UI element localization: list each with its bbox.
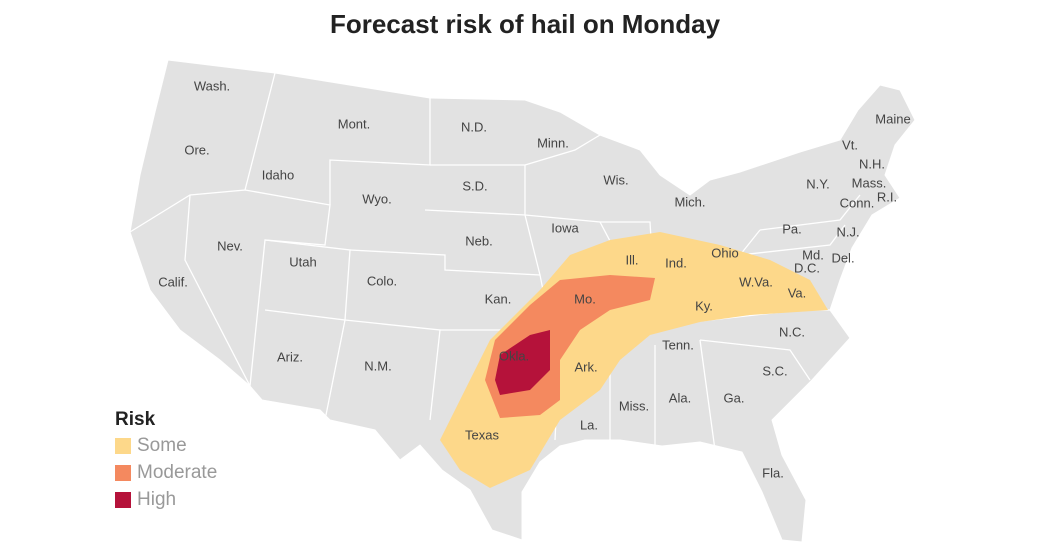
- state-label: R.I.: [877, 189, 897, 204]
- state-label: Pa.: [782, 221, 802, 236]
- state-label: Ill.: [626, 252, 639, 267]
- state-label: D.C.: [794, 260, 820, 275]
- state-label: Ark.: [574, 359, 597, 374]
- state-label: Utah: [289, 254, 316, 269]
- state-label: W.Va.: [739, 274, 773, 289]
- legend-label: High: [137, 489, 176, 510]
- state-label: Ariz.: [277, 349, 303, 364]
- legend-swatch: [115, 438, 131, 454]
- state-label: Texas: [465, 427, 499, 442]
- title: Forecast risk of hail on Monday: [330, 9, 721, 39]
- state-label: N.M.: [364, 358, 391, 373]
- state-label: Md.: [802, 247, 824, 262]
- state-label: N.C.: [779, 324, 805, 339]
- risk-zones: [440, 232, 828, 488]
- state-label: Ky.: [695, 298, 713, 313]
- state-label: Minn.: [537, 135, 569, 150]
- state-label: Kan.: [485, 291, 512, 306]
- state-label: Colo.: [367, 273, 397, 288]
- legend-swatch: [115, 492, 131, 508]
- state-label: Ore.: [184, 142, 209, 157]
- state-label: Fla.: [762, 465, 784, 480]
- legend: Risk Some Moderate High: [115, 409, 217, 510]
- state-label: Vt.: [842, 137, 858, 152]
- state-label: Va.: [788, 285, 807, 300]
- state-label: Nev.: [217, 238, 243, 253]
- state-label: Mo.: [574, 291, 596, 306]
- state-label: Tenn.: [662, 337, 694, 352]
- state-label: Mich.: [674, 194, 705, 209]
- state-label: Neb.: [465, 233, 492, 248]
- legend-title: Risk: [115, 409, 156, 430]
- state-label: Del.: [831, 250, 854, 265]
- us-outline: [129, 59, 916, 543]
- state-label: N.D.: [461, 119, 487, 134]
- state-label: S.C.: [762, 363, 787, 378]
- state-label: Maine: [875, 111, 910, 126]
- risk-high: [495, 330, 550, 395]
- state-label: S.D.: [462, 178, 487, 193]
- state-label: Conn.: [840, 195, 875, 210]
- state-label: N.Y.: [806, 176, 830, 191]
- state-label: Mass.: [852, 175, 887, 190]
- state-label: N.J.: [836, 224, 859, 239]
- state-labels: Wash. Ore. Calif. Idaho Nev. Mont. Wyo. …: [158, 78, 911, 480]
- state-label: Ind.: [665, 255, 687, 270]
- state-label: Wyo.: [362, 191, 392, 206]
- state-label: Wis.: [603, 172, 628, 187]
- state-label: Calif.: [158, 274, 188, 289]
- legend-swatch: [115, 465, 131, 481]
- state-label: Miss.: [619, 398, 649, 413]
- state-label: Ohio: [711, 245, 738, 260]
- state-label: Okla.: [499, 348, 529, 363]
- risk-some: [440, 232, 828, 488]
- state-label: Wash.: [194, 78, 230, 93]
- state-label: La.: [580, 417, 598, 432]
- legend-label: Some: [137, 435, 187, 456]
- state-label: Idaho: [262, 167, 295, 182]
- state-label: N.H.: [859, 156, 885, 171]
- legend-label: Moderate: [137, 462, 217, 483]
- state-label: Ga.: [724, 390, 745, 405]
- state-label: Mont.: [338, 116, 371, 131]
- state-label: Ala.: [669, 390, 691, 405]
- state-label: Iowa: [551, 220, 579, 235]
